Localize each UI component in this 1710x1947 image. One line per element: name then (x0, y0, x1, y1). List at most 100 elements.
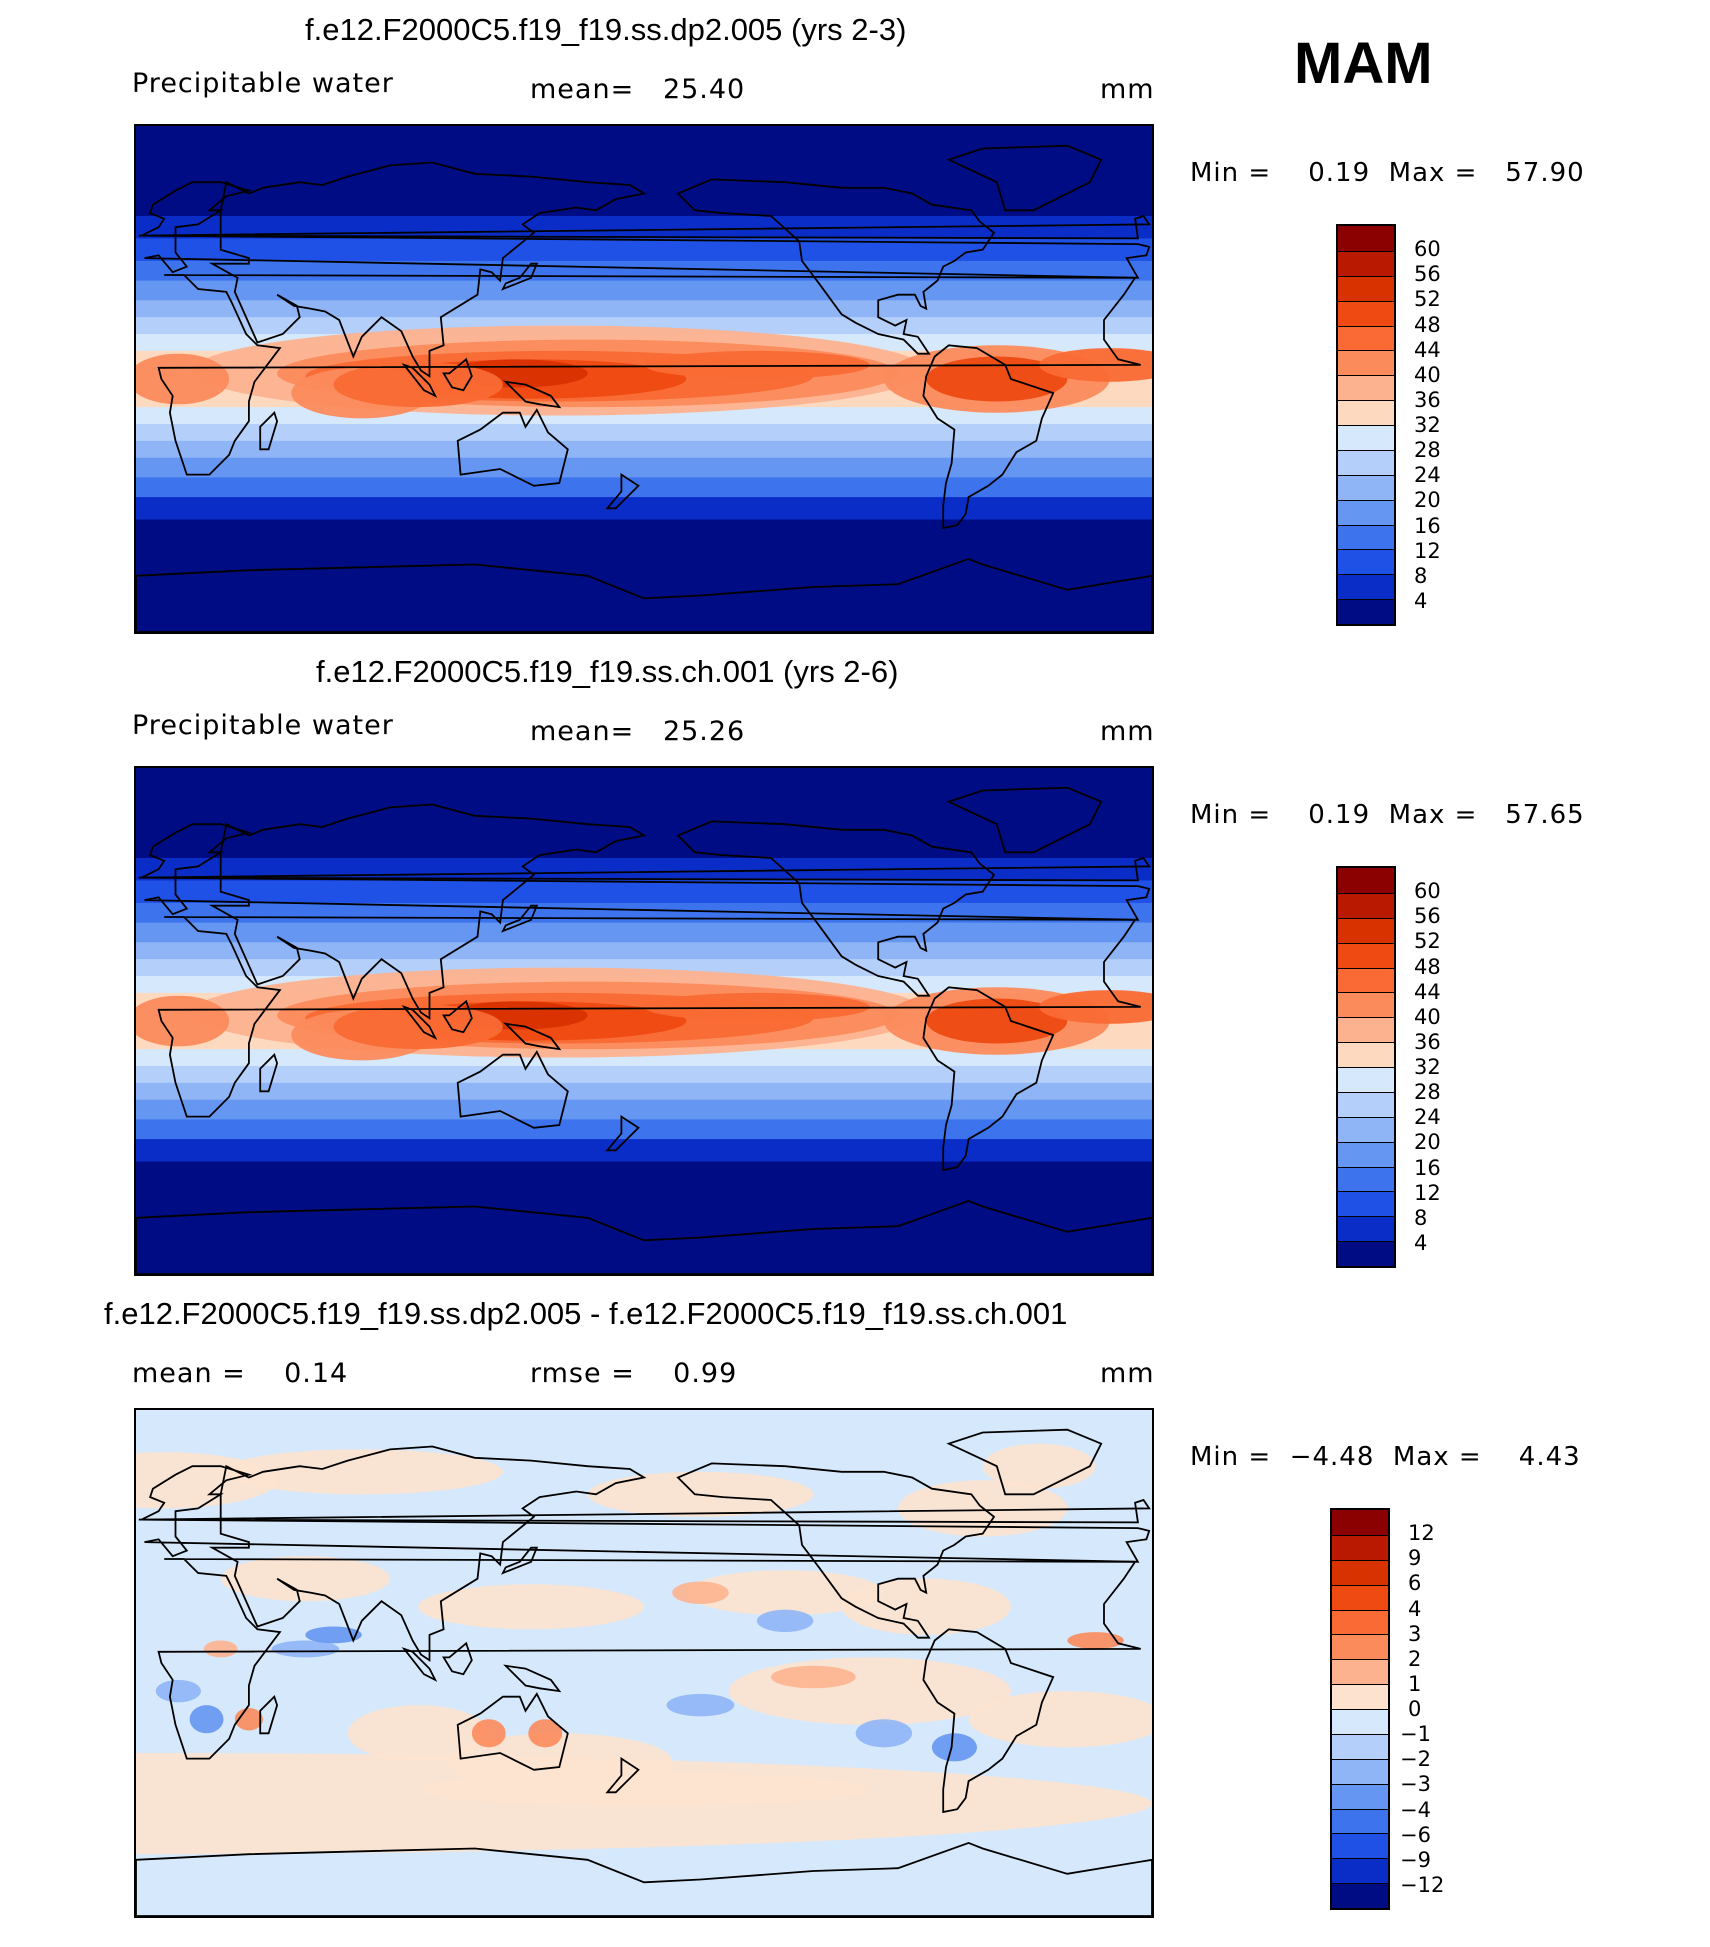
field-contour (926, 356, 1068, 402)
field-contour (333, 362, 503, 408)
field-contour (155, 1679, 201, 1703)
colorbar-segment (1332, 1510, 1388, 1535)
coastline-path (676, 820, 996, 997)
field-contour (347, 1705, 489, 1762)
coastline-path (503, 1022, 562, 1051)
colorbar-segment (1338, 574, 1394, 600)
colorbar-label: 4 (1414, 588, 1428, 613)
colorbar-label: −2 (1400, 1747, 1431, 1772)
panel-1-variable: Precipitable water (132, 68, 394, 99)
colorbar-label: 32 (1414, 413, 1441, 437)
colorbar-label: 24 (1414, 463, 1441, 488)
coastline-path (259, 1695, 279, 1735)
colorbar-label: 24 (1414, 1105, 1441, 1130)
panel-1-units: mm (1100, 74, 1155, 105)
colorbar-segment (1338, 1141, 1394, 1167)
panel-2-minmax: Min = 0.19 Max = 57.65 (1190, 800, 1585, 830)
colorbar-segment (1338, 917, 1394, 943)
coastline-path (138, 856, 1151, 882)
field-contour (220, 1556, 390, 1602)
colorbar-segment (1338, 892, 1394, 918)
field-contour (982, 1443, 1096, 1489)
panel-3-title: f.e12.F2000C5.f19_f19.ss.dp2.005 - f.e12… (104, 1296, 1068, 1331)
colorbar-segment (1332, 1709, 1388, 1734)
coastline-path (605, 1756, 640, 1794)
colorbar-label: 16 (1414, 513, 1441, 538)
colorbar-label: −12 (1400, 1872, 1445, 1897)
colorbar-label: 2 (1408, 1646, 1422, 1671)
coastline-path (456, 1050, 569, 1129)
colorbar-segment (1338, 350, 1394, 376)
colorbar-label: 16 (1414, 1155, 1441, 1180)
colorbar-segment (1332, 1684, 1388, 1709)
colorbar-segment (1338, 524, 1394, 550)
colorbar-segment (1338, 599, 1394, 624)
colorbar-label: 8 (1414, 563, 1428, 588)
colorbar-segment (1338, 325, 1394, 351)
colorbar-segment (1332, 1559, 1388, 1585)
colorbar-label: 20 (1414, 1130, 1441, 1155)
colorbar-label: 4 (1414, 1230, 1428, 1255)
colorbar-label: 48 (1414, 312, 1441, 337)
colorbar-label: 36 (1414, 387, 1441, 412)
colorbar-label: 9 (1408, 1546, 1422, 1571)
coastline-path (922, 986, 1055, 1172)
colorbar-label: 28 (1414, 438, 1441, 463)
colorbar-segment (1338, 449, 1394, 475)
coastline-path (259, 411, 279, 451)
colorbar-segment (1338, 275, 1394, 301)
colorbar-label: 1 (1408, 1671, 1422, 1696)
panel-1-map-svg (136, 126, 1152, 632)
colorbar-label: 44 (1414, 337, 1441, 362)
coastline-path (501, 262, 539, 291)
colorbar-segment (1338, 1091, 1394, 1117)
field-contour (771, 1665, 856, 1689)
panel-1-mean: mean= 25.40 (530, 74, 746, 105)
colorbar-segment (1332, 1783, 1388, 1809)
colorbar-segment (1332, 1609, 1388, 1635)
coastlines (136, 1428, 1152, 1916)
colorbar-label: 60 (1414, 237, 1441, 262)
colorbar-segment (1338, 1166, 1394, 1192)
field-contour (136, 995, 230, 1047)
field-contour (189, 1705, 224, 1734)
colorbar-segment (1338, 942, 1394, 968)
colorbar-segment (1338, 499, 1394, 525)
colorbar-label: 40 (1414, 1004, 1441, 1029)
coastline-path (259, 1053, 279, 1093)
field-contour (855, 1719, 913, 1748)
colorbar-label: 32 (1414, 1055, 1441, 1079)
field-contour (418, 1772, 870, 1807)
field-contour (968, 1691, 1152, 1748)
panel-3-minmax: Min = −4.48 Max = 4.43 (1190, 1442, 1581, 1472)
panel-3-rmse: rmse = 0.99 (530, 1358, 738, 1389)
coastline-path (946, 1428, 1103, 1496)
colorbar-label: 12 (1414, 1180, 1441, 1205)
colorbar-segment (1338, 300, 1394, 326)
panel-2-colorbar (1336, 866, 1396, 1268)
field-contour (926, 998, 1068, 1044)
colorbar-segment (1338, 1216, 1394, 1242)
coastline-path (503, 1664, 562, 1693)
colorbar-segment (1338, 1017, 1394, 1043)
colorbar-segment (1338, 992, 1394, 1018)
colorbar-segment (1332, 1808, 1388, 1834)
field-contour (220, 1449, 503, 1495)
colorbar-segment (1332, 1534, 1388, 1560)
colorbar-label: 36 (1414, 1029, 1441, 1054)
coastline-path (401, 1005, 438, 1040)
colorbar-segment (1338, 868, 1394, 893)
colorbar-label: −3 (1400, 1772, 1431, 1797)
panel-2-mean: mean= 25.26 (530, 716, 746, 747)
panel-1-colorbar (1336, 224, 1396, 626)
colorbar-segment (1338, 1191, 1394, 1217)
coastline-path (442, 1641, 473, 1676)
coastline-path (138, 1498, 1151, 1524)
coastline-path (456, 408, 569, 487)
field-contour (672, 1581, 729, 1604)
colorbar-label: 3 (1408, 1621, 1422, 1646)
colorbar-segment (1338, 474, 1394, 500)
colorbar-label: 48 (1414, 954, 1441, 979)
coastline-path (456, 1692, 569, 1771)
field-contour (528, 1719, 563, 1748)
